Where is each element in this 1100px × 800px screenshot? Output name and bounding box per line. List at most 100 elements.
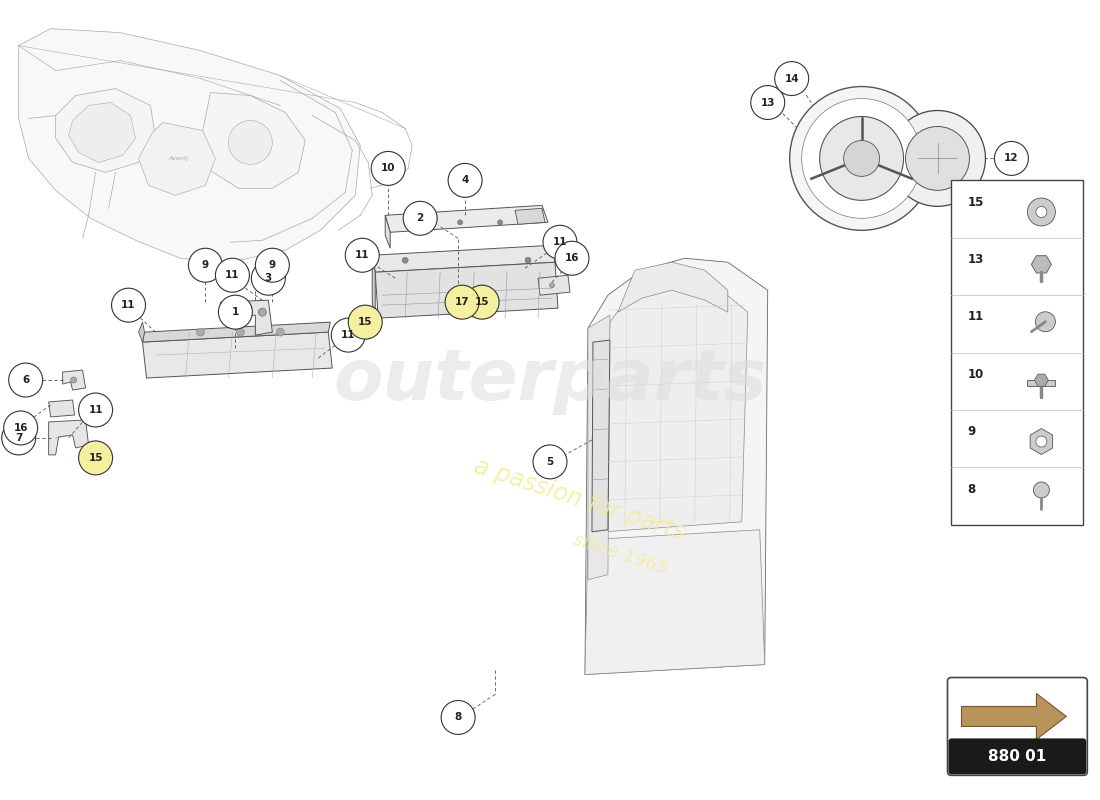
- Polygon shape: [56, 89, 155, 172]
- Circle shape: [465, 285, 499, 319]
- Polygon shape: [385, 206, 548, 232]
- Circle shape: [216, 258, 250, 292]
- Circle shape: [70, 377, 77, 383]
- Circle shape: [844, 141, 880, 176]
- Text: 16: 16: [13, 423, 28, 433]
- Polygon shape: [143, 322, 330, 342]
- Circle shape: [1036, 206, 1047, 218]
- Polygon shape: [200, 93, 306, 188]
- Circle shape: [255, 248, 289, 282]
- Circle shape: [331, 318, 365, 352]
- Circle shape: [252, 262, 285, 295]
- Circle shape: [441, 701, 475, 734]
- Circle shape: [820, 117, 903, 200]
- Circle shape: [497, 220, 503, 225]
- Circle shape: [446, 285, 480, 319]
- Circle shape: [111, 288, 145, 322]
- Polygon shape: [515, 208, 544, 224]
- Polygon shape: [1032, 256, 1052, 273]
- Polygon shape: [63, 370, 86, 390]
- Text: 12: 12: [1004, 154, 1019, 163]
- Circle shape: [78, 393, 112, 427]
- Text: 11: 11: [88, 405, 102, 415]
- Circle shape: [236, 328, 244, 336]
- Circle shape: [750, 86, 784, 119]
- Circle shape: [790, 86, 934, 230]
- Text: since 1965: since 1965: [570, 531, 670, 578]
- Polygon shape: [19, 29, 360, 262]
- Circle shape: [890, 110, 986, 206]
- Text: 14: 14: [784, 74, 799, 83]
- Circle shape: [345, 238, 379, 272]
- Circle shape: [219, 295, 252, 329]
- Circle shape: [276, 328, 284, 336]
- Text: 10: 10: [381, 163, 396, 174]
- Polygon shape: [68, 102, 135, 162]
- Circle shape: [525, 258, 531, 263]
- Circle shape: [258, 308, 266, 316]
- Circle shape: [2, 421, 35, 455]
- Text: 2: 2: [417, 214, 424, 223]
- Text: 7: 7: [15, 433, 22, 443]
- Circle shape: [550, 282, 554, 288]
- Polygon shape: [139, 122, 216, 195]
- Circle shape: [78, 441, 112, 475]
- Circle shape: [349, 305, 382, 339]
- Circle shape: [556, 242, 588, 275]
- Text: 8: 8: [454, 713, 462, 722]
- Polygon shape: [372, 246, 556, 272]
- Text: 8: 8: [968, 482, 976, 496]
- Text: 4: 4: [461, 175, 469, 186]
- Text: outerparts: outerparts: [333, 346, 767, 414]
- Polygon shape: [372, 255, 375, 318]
- Text: 15: 15: [88, 453, 102, 463]
- FancyBboxPatch shape: [952, 180, 1084, 525]
- Polygon shape: [1034, 374, 1048, 386]
- Circle shape: [534, 445, 566, 479]
- Polygon shape: [1027, 380, 1055, 386]
- Text: 3: 3: [265, 274, 272, 283]
- Circle shape: [543, 226, 578, 259]
- Text: 11: 11: [355, 250, 370, 260]
- Circle shape: [802, 98, 922, 218]
- Polygon shape: [143, 332, 332, 378]
- Circle shape: [371, 151, 405, 186]
- Text: a passion for parts: a passion for parts: [472, 454, 689, 546]
- Text: 11: 11: [226, 270, 240, 280]
- FancyBboxPatch shape: [948, 738, 1087, 774]
- Circle shape: [1033, 482, 1049, 498]
- Text: 11: 11: [341, 330, 355, 340]
- Circle shape: [1035, 312, 1055, 332]
- Circle shape: [229, 121, 273, 165]
- Polygon shape: [375, 262, 558, 318]
- Polygon shape: [220, 300, 273, 335]
- Circle shape: [418, 220, 422, 225]
- Circle shape: [403, 258, 408, 263]
- Text: 15: 15: [358, 317, 373, 327]
- Polygon shape: [1030, 429, 1053, 454]
- Text: 880 01: 880 01: [988, 749, 1046, 764]
- Text: 9: 9: [968, 426, 976, 438]
- Polygon shape: [585, 258, 768, 674]
- Text: 11: 11: [121, 300, 135, 310]
- Text: Aventj: Aventj: [168, 156, 188, 161]
- Circle shape: [905, 126, 969, 190]
- Circle shape: [188, 248, 222, 282]
- Text: 5: 5: [547, 457, 553, 467]
- Circle shape: [1027, 198, 1055, 226]
- Polygon shape: [588, 315, 609, 580]
- Circle shape: [197, 328, 205, 336]
- Circle shape: [1036, 436, 1047, 447]
- Text: 13: 13: [968, 253, 983, 266]
- Text: 9: 9: [202, 260, 209, 270]
- Text: 15: 15: [968, 196, 983, 209]
- Text: 9: 9: [268, 260, 276, 270]
- Polygon shape: [618, 262, 728, 312]
- Circle shape: [3, 411, 37, 445]
- Circle shape: [404, 202, 437, 235]
- Polygon shape: [139, 322, 144, 342]
- Circle shape: [458, 220, 463, 225]
- Text: 11: 11: [968, 310, 983, 323]
- FancyBboxPatch shape: [947, 678, 1087, 775]
- Polygon shape: [538, 275, 570, 295]
